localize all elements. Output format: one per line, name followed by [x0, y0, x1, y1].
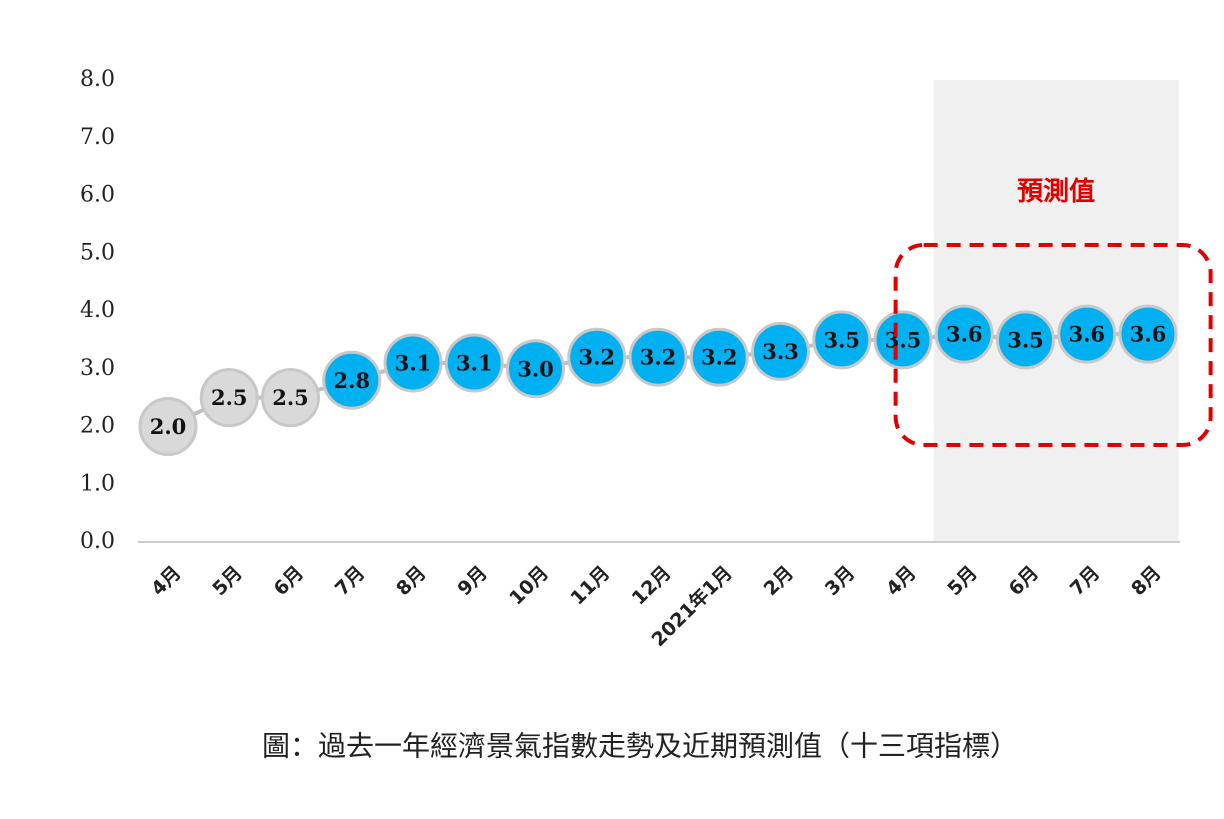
x-tick-label: 4月: [147, 562, 185, 600]
data-label: 3.1: [395, 350, 432, 375]
data-label: 3.6: [1068, 322, 1105, 347]
data-label: 2.0: [150, 414, 187, 439]
data-label: 3.0: [517, 356, 554, 381]
x-tick-label: 12月: [628, 562, 676, 610]
x-tick-label: 8月: [1127, 562, 1165, 600]
y-tick-label: 4.0: [80, 298, 115, 323]
point: [751, 321, 810, 381]
data-label: 3.2: [578, 345, 615, 370]
forecast-box: [893, 243, 1213, 447]
y-tick-label: 1.0: [80, 471, 115, 496]
point: [444, 333, 504, 393]
data-label: 2.8: [333, 368, 370, 393]
point: [812, 310, 872, 370]
data-label: 3.5: [885, 327, 922, 352]
point: [1057, 304, 1117, 364]
point: [934, 304, 994, 364]
x-tick-label: 6月: [1005, 562, 1043, 600]
y-tick-label: 3.0: [80, 356, 115, 381]
forecast-label: 預測值: [1017, 177, 1095, 207]
x-tick-label: 6月: [270, 562, 308, 600]
point: [996, 310, 1055, 370]
data-label: 3.2: [640, 345, 677, 370]
data-label: 2.5: [211, 385, 248, 410]
point: [322, 350, 382, 410]
x-tick-label: 5月: [943, 562, 981, 600]
x-tick-label: 5月: [208, 562, 246, 600]
data-label: 3.6: [1130, 322, 1167, 347]
point: [567, 327, 627, 387]
point: [383, 333, 443, 393]
x-tick-label: 10月: [505, 562, 553, 610]
y-tick-label: 7.0: [80, 125, 115, 150]
y-tick-label: 6.0: [80, 183, 115, 208]
x-tick-label: 9月: [453, 562, 491, 600]
x-tick-label: 8月: [392, 562, 430, 600]
x-tick-label: 3月: [821, 562, 859, 600]
caption: 圖：過去一年經濟景氣指數走勢及近期預測值（十三項指標）: [262, 730, 1018, 763]
point: [261, 368, 320, 428]
data-label: 3.5: [1007, 327, 1044, 352]
y-tick-label: 5.0: [80, 240, 115, 265]
data-label: 3.2: [701, 345, 738, 370]
x-tick-label: 4月: [882, 562, 920, 600]
data-label: 3.1: [456, 350, 493, 375]
point: [1118, 304, 1178, 364]
data-label: 3.5: [823, 327, 860, 352]
y-tick-label: 0.0: [80, 529, 115, 554]
data-label: 3.3: [762, 339, 799, 364]
point: [628, 327, 688, 387]
x-tick-label: 11月: [566, 562, 614, 610]
point: [689, 327, 749, 387]
data-label: 2.5: [272, 385, 309, 410]
data-label: 3.6: [946, 322, 983, 347]
point: [199, 368, 259, 428]
y-tick-label: 8.0: [80, 67, 115, 92]
x-tick-label: 7月: [1066, 562, 1104, 600]
x-tick-label: 7月: [331, 562, 369, 600]
point: [873, 310, 933, 370]
point: [506, 339, 565, 399]
x-tick-label: 2月: [760, 562, 798, 600]
y-tick-label: 2.0: [80, 414, 115, 439]
point: [138, 397, 198, 456]
